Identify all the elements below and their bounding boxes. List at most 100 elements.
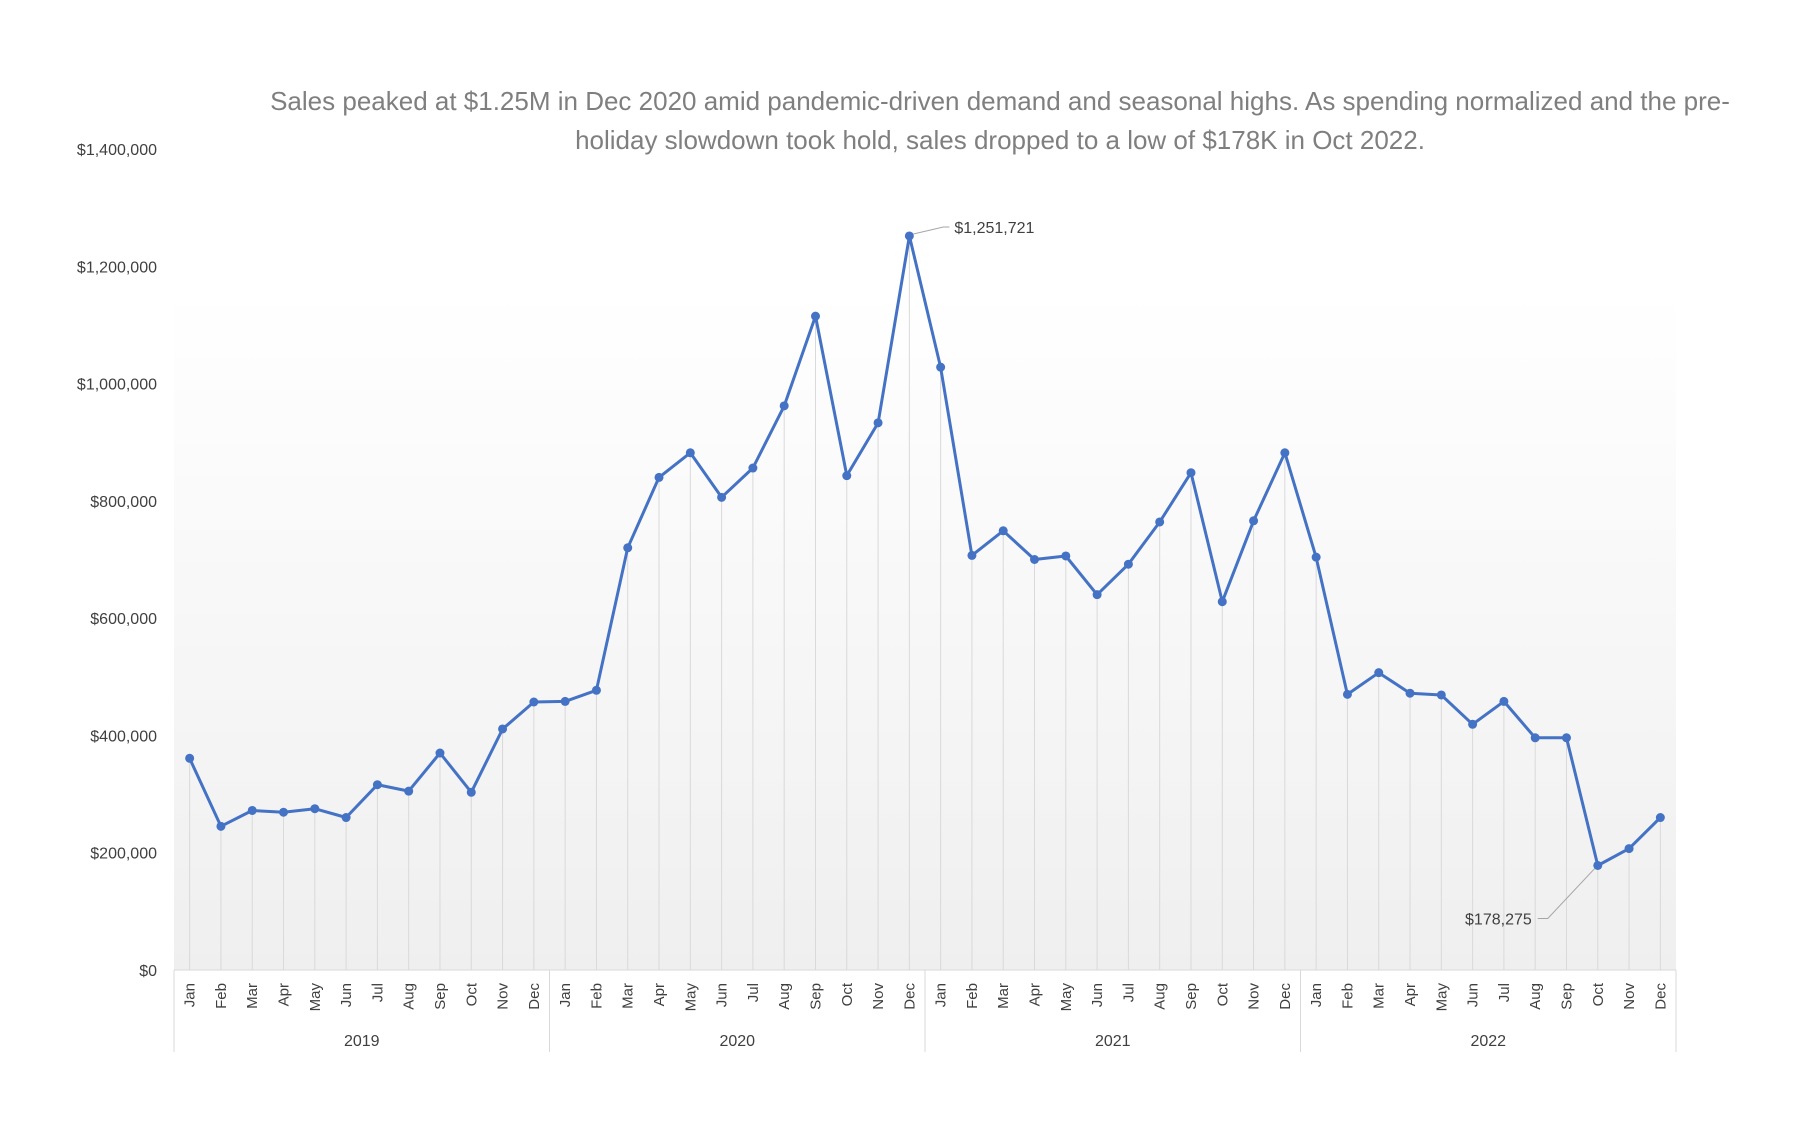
data-point xyxy=(1561,733,1571,743)
data-point xyxy=(435,748,445,758)
data-point xyxy=(810,311,820,321)
x-tick-label-month: Mar xyxy=(1371,983,1388,1009)
x-tick-label-month: Jul xyxy=(369,983,386,1002)
x-tick-label-month: Feb xyxy=(964,983,981,1009)
y-tick-label: $600,000 xyxy=(90,611,157,628)
x-tick-label-month: Oct xyxy=(1214,982,1231,1006)
x-tick-label-year: 2021 xyxy=(1095,1033,1131,1050)
data-point xyxy=(466,787,476,797)
data-point xyxy=(1655,813,1665,823)
data-point xyxy=(404,786,414,796)
data-point xyxy=(1280,448,1290,458)
data-point xyxy=(1405,688,1415,698)
data-point xyxy=(842,471,852,481)
x-tick-label-month: Jun xyxy=(714,983,731,1007)
x-tick-label-month: Oct xyxy=(463,982,480,1006)
x-tick-label-month: Oct xyxy=(839,982,856,1006)
x-tick-label-month: Nov xyxy=(495,983,512,1010)
data-point xyxy=(1061,551,1071,561)
x-tick-label-month: Feb xyxy=(1339,983,1356,1009)
y-tick-label: $1,000,000 xyxy=(77,377,157,394)
x-tick-label-month: Dec xyxy=(1277,983,1294,1010)
y-tick-label: $200,000 xyxy=(90,846,157,863)
sales-line xyxy=(188,234,1662,867)
y-tick-label: $1,400,000 xyxy=(77,142,157,159)
data-point xyxy=(936,362,946,372)
data-label-peak: $1,251,721 xyxy=(954,220,1034,237)
data-point xyxy=(216,821,226,831)
x-tick-label-month: Feb xyxy=(588,983,605,1009)
data-label-low: $178,275 xyxy=(1465,911,1532,928)
data-point xyxy=(247,805,257,815)
data-point xyxy=(1624,844,1634,854)
data-point xyxy=(591,685,601,695)
x-tick-label-month: Dec xyxy=(526,983,543,1010)
x-tick-label-month: Sep xyxy=(1558,983,1575,1010)
x-tick-label-year: 2020 xyxy=(719,1033,755,1050)
data-point xyxy=(1499,696,1509,706)
x-tick-label-month: May xyxy=(1058,983,1075,1012)
data-point xyxy=(1530,733,1540,743)
x-tick-label-month: Jul xyxy=(1496,983,1513,1002)
data-point xyxy=(1092,590,1102,600)
data-point xyxy=(873,418,883,428)
x-tick-label-month: Jun xyxy=(1089,983,1106,1007)
x-tick-label-month: Dec xyxy=(1652,983,1669,1010)
data-point xyxy=(310,804,320,814)
x-tick-label-month: Jan xyxy=(933,983,950,1007)
data-point xyxy=(1374,668,1384,678)
data-point xyxy=(748,463,758,473)
data-point xyxy=(529,697,539,707)
y-tick-label: $0 xyxy=(139,963,157,980)
data-point xyxy=(654,472,664,482)
data-point xyxy=(1217,597,1227,607)
y-tick-label: $1,200,000 xyxy=(77,259,157,276)
data-point xyxy=(1468,719,1478,729)
x-tick-label-month: Apr xyxy=(651,983,668,1006)
data-point xyxy=(967,550,977,560)
data-point xyxy=(1155,517,1165,527)
data-point xyxy=(904,231,914,241)
x-tick-label-month: May xyxy=(307,983,324,1012)
x-tick-label-month: Aug xyxy=(1152,983,1169,1010)
data-point xyxy=(717,492,727,502)
data-point xyxy=(560,696,570,706)
data-point xyxy=(1436,690,1446,700)
x-tick-label-month: Oct xyxy=(1590,982,1607,1006)
data-point xyxy=(998,526,1008,536)
x-tick-label-month: Apr xyxy=(1027,983,1044,1006)
data-point xyxy=(623,543,633,553)
x-tick-label-month: Jan xyxy=(557,983,574,1007)
x-tick-label-month: Sep xyxy=(807,983,824,1010)
leader-line xyxy=(913,226,950,235)
data-point xyxy=(372,780,382,790)
x-tick-label-month: May xyxy=(1433,983,1450,1012)
x-tick-label-month: Mar xyxy=(995,983,1012,1009)
x-tick-label-month: Nov xyxy=(870,983,887,1010)
data-point xyxy=(779,401,789,411)
x-tick-label-month: Nov xyxy=(1621,983,1638,1010)
x-tick-label-month: Jul xyxy=(1120,983,1137,1002)
x-tick-label-month: Sep xyxy=(432,983,449,1010)
x-tick-label-month: Jan xyxy=(1308,983,1325,1007)
leader-line xyxy=(1537,868,1596,919)
x-tick-label-month: Jun xyxy=(338,983,355,1007)
data-point xyxy=(1593,860,1603,870)
data-point xyxy=(1030,555,1040,564)
data-point xyxy=(1249,516,1259,526)
data-point xyxy=(1342,689,1352,699)
x-tick-label-year: 2022 xyxy=(1470,1033,1506,1050)
plot-background xyxy=(174,290,1676,970)
x-tick-label-month: Mar xyxy=(620,983,637,1009)
data-point xyxy=(1123,559,1133,569)
x-tick-label-month: Aug xyxy=(401,983,418,1010)
x-tick-label-month: Apr xyxy=(276,983,293,1006)
x-tick-label-month: Nov xyxy=(1246,983,1263,1010)
x-tick-label-month: Mar xyxy=(244,983,261,1009)
x-tick-label-month: Feb xyxy=(213,983,230,1009)
x-tick-label-month: Aug xyxy=(776,983,793,1010)
data-point xyxy=(685,448,695,458)
x-tick-label-month: Jul xyxy=(745,983,762,1002)
x-tick-label-month: Sep xyxy=(1183,983,1200,1010)
